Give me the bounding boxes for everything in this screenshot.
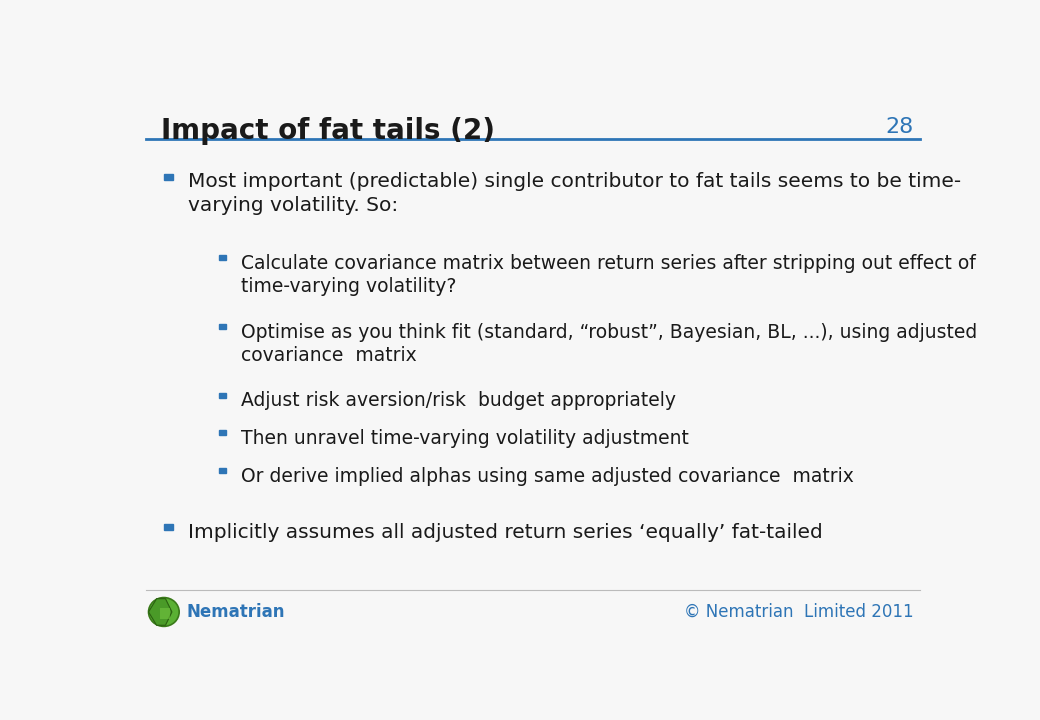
Text: 28: 28 (885, 117, 913, 137)
Polygon shape (149, 598, 172, 625)
Bar (219, 324, 227, 329)
Bar (164, 174, 173, 180)
Text: Or derive implied alphas using same adjusted covariance  matrix: Or derive implied alphas using same adju… (241, 467, 854, 486)
Bar (219, 431, 227, 436)
Ellipse shape (149, 598, 179, 626)
Text: Optimise as you think fit (standard, “robust”, Bayesian, BL, ...), using adjuste: Optimise as you think fit (standard, “ro… (241, 323, 978, 365)
Text: Then unravel time-varying volatility adjustment: Then unravel time-varying volatility adj… (241, 429, 690, 448)
Text: Nematrian: Nematrian (186, 603, 285, 621)
Text: Calculate covariance matrix between return series after stripping out effect of
: Calculate covariance matrix between retu… (241, 254, 976, 297)
Bar (164, 524, 173, 530)
Text: Adjust risk aversion/risk  budget appropriately: Adjust risk aversion/risk budget appropr… (241, 392, 676, 410)
Polygon shape (160, 608, 171, 618)
Text: © Nematrian  Limited 2011: © Nematrian Limited 2011 (684, 603, 913, 621)
Bar (219, 255, 227, 260)
Text: Most important (predictable) single contributor to fat tails seems to be time-
v: Most important (predictable) single cont… (188, 172, 961, 215)
Bar (219, 392, 227, 397)
Text: Implicitly assumes all adjusted return series ‘equally’ fat-tailed: Implicitly assumes all adjusted return s… (188, 523, 823, 541)
Bar (219, 468, 227, 473)
Text: Impact of fat tails (2): Impact of fat tails (2) (160, 117, 495, 145)
